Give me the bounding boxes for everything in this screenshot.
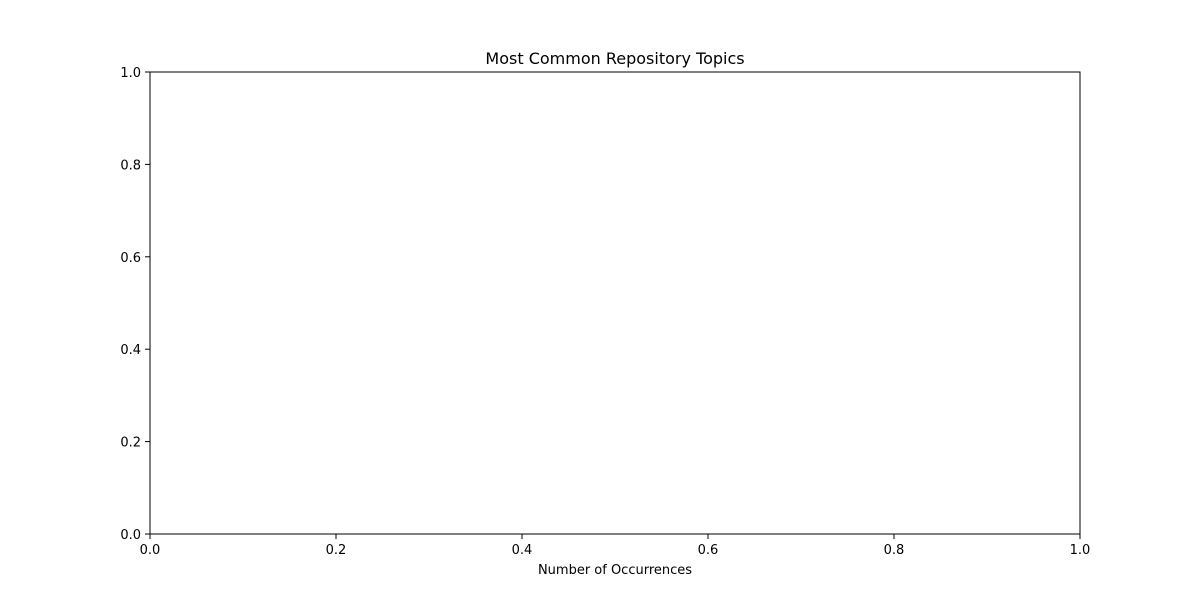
- x-tick-label: 1.0: [1070, 543, 1091, 558]
- chart-title: Most Common Repository Topics: [485, 49, 744, 68]
- x-tick-label: 0.6: [698, 543, 719, 558]
- y-tick-label: 1.0: [120, 66, 141, 81]
- x-tick-label: 0.8: [884, 543, 905, 558]
- y-tick-label: 0.8: [120, 158, 141, 173]
- y-axis-ticks: 0.0 0.2 0.4 0.6 0.8 1.0: [120, 66, 150, 543]
- y-tick-label: 0.2: [120, 436, 141, 451]
- x-axis-ticks: 0.0 0.2 0.4 0.6 0.8 1.0: [140, 534, 1091, 558]
- plot-area-frame: [149, 71, 1081, 535]
- y-tick-label: 0.6: [120, 251, 141, 266]
- y-tick-label: 0.4: [120, 343, 141, 358]
- y-tick-label: 0.0: [120, 528, 141, 543]
- x-tick-label: 0.2: [326, 543, 347, 558]
- x-tick-label: 0.4: [512, 543, 533, 558]
- x-tick-label: 0.0: [140, 543, 161, 558]
- x-axis-label: Number of Occurrences: [538, 563, 692, 578]
